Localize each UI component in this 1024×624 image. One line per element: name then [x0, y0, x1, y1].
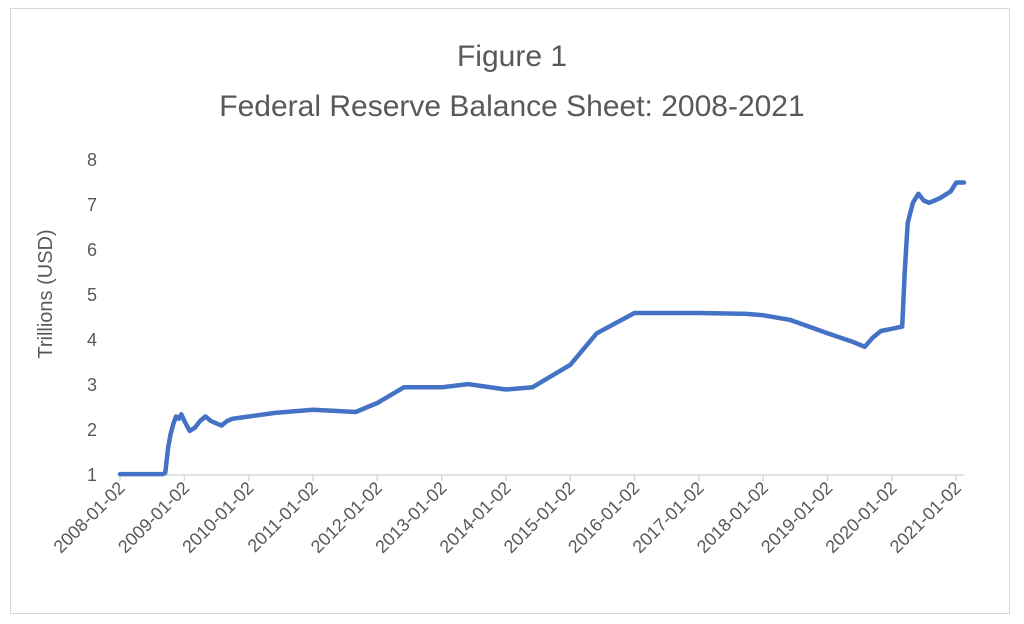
chart-title: Figure 1 — [457, 40, 567, 73]
y-tick-label: 3 — [87, 375, 97, 395]
y-axis-ticks: 1 2 3 4 5 6 7 8 — [87, 150, 97, 485]
y-tick-label: 5 — [87, 285, 97, 305]
y-tick-label: 2 — [87, 420, 97, 440]
y-tick-label: 8 — [87, 150, 97, 170]
y-tick-label: 1 — [87, 465, 97, 485]
y-axis-title: Trillions (USD) — [35, 229, 57, 358]
y-tick-label: 6 — [87, 240, 97, 260]
y-tick-label: 7 — [87, 195, 97, 215]
y-tick-label: 4 — [87, 330, 97, 350]
x-axis-ticks: 2008-01-022009-01-022010-01-022011-01-02… — [50, 475, 965, 557]
chart-subtitle: Federal Reserve Balance Sheet: 2008-2021 — [219, 90, 804, 123]
series-line — [117, 180, 967, 477]
chart-frame — [10, 8, 1010, 614]
